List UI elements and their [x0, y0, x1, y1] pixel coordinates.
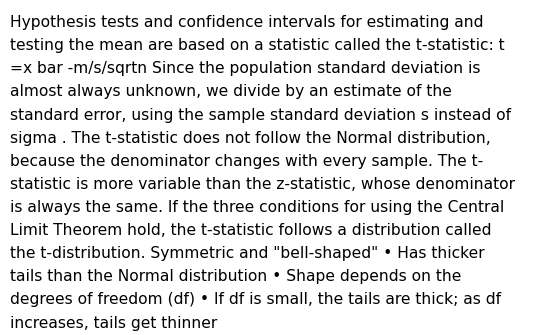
Text: increases, tails get thinner: increases, tails get thinner: [10, 316, 217, 331]
Text: degrees of freedom (df) • If df is small, the tails are thick; as df: degrees of freedom (df) • If df is small…: [10, 292, 501, 308]
Text: =x bar -m/s/sqrtn Since the population standard deviation is: =x bar -m/s/sqrtn Since the population s…: [10, 61, 480, 76]
Text: testing the mean are based on a statistic called the t-statistic: t: testing the mean are based on a statisti…: [10, 38, 504, 53]
Text: is always the same. If the three conditions for using the Central: is always the same. If the three conditi…: [10, 200, 504, 215]
Text: Hypothesis tests and confidence intervals for estimating and: Hypothesis tests and confidence interval…: [10, 15, 484, 30]
Text: tails than the Normal distribution • Shape depends on the: tails than the Normal distribution • Sha…: [10, 269, 461, 284]
Text: standard error, using the sample standard deviation s instead of: standard error, using the sample standar…: [10, 108, 511, 123]
Text: the t-distribution. Symmetric and "bell-shaped" • Has thicker: the t-distribution. Symmetric and "bell-…: [10, 246, 485, 261]
Text: Limit Theorem hold, the t-statistic follows a distribution called: Limit Theorem hold, the t-statistic foll…: [10, 223, 492, 238]
Text: sigma . The t-statistic does not follow the Normal distribution,: sigma . The t-statistic does not follow …: [10, 131, 491, 146]
Text: almost always unknown, we divide by an estimate of the: almost always unknown, we divide by an e…: [10, 84, 452, 99]
Text: because the denominator changes with every sample. The t-: because the denominator changes with eve…: [10, 154, 483, 169]
Text: statistic is more variable than the z-statistic, whose denominator: statistic is more variable than the z-st…: [10, 177, 515, 192]
